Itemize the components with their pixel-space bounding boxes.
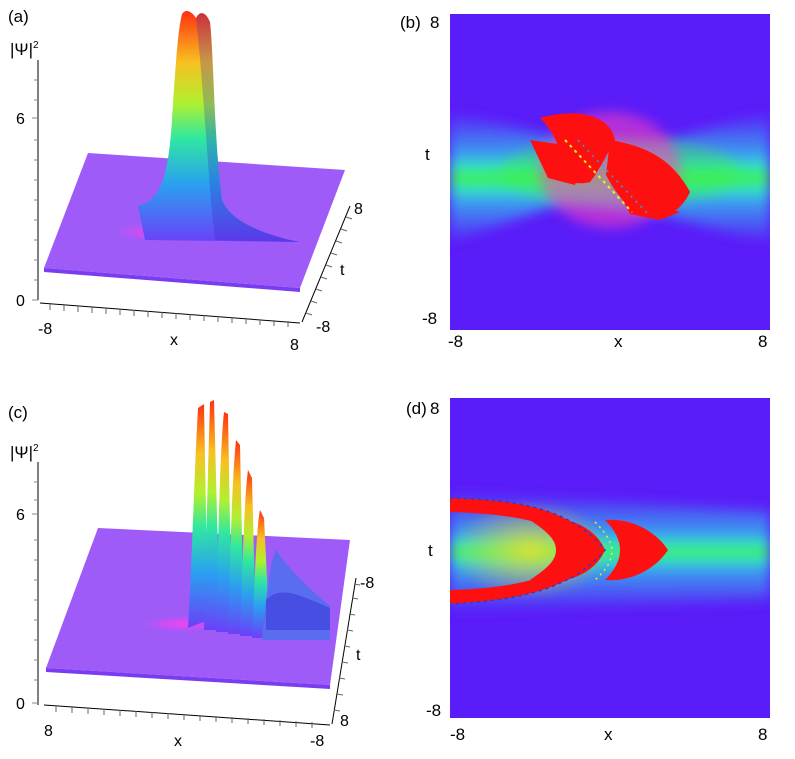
panel-a: (a) |Ψ|2 6 0 -8 x 8 (8, 7, 363, 354)
panel-a-ztick-0: 0 (16, 293, 25, 310)
panel-d-density-map (450, 398, 770, 718)
panel-c-ttick-bottom: 8 (340, 713, 349, 730)
panel-a-tlabel: t (340, 262, 345, 279)
panel-d-ytick-bottom: -8 (426, 701, 441, 720)
panel-a-plane-front (44, 268, 300, 292)
panel-c-ztick-0: 0 (16, 696, 25, 713)
panel-b-xtick-left: -8 (448, 332, 463, 351)
panel-c-plane-front (46, 668, 330, 689)
panel-d-xtick-right: 8 (758, 725, 767, 744)
panel-c-t-ticks (333, 583, 361, 712)
panel-a-xtick-right: 8 (290, 337, 299, 354)
panel-b-ylabel: t (425, 145, 430, 164)
panel-c-t-axis (331, 577, 357, 725)
panel-c-z-ticks (32, 481, 38, 704)
panel-c-ttick-top: -8 (360, 575, 374, 592)
panel-a-xlabel: x (170, 332, 178, 349)
panel-b-letter: (b) (400, 13, 421, 32)
panel-a-t-ticks (305, 216, 353, 316)
panel-b: (b) 8 t -8 -8 x 8 (400, 13, 770, 351)
panel-b-ytick-top: 8 (430, 13, 439, 32)
panel-c-xlabel: x (174, 733, 182, 750)
panel-c-xtick-right: -8 (310, 733, 324, 750)
panel-d-ylabel: t (428, 541, 433, 560)
panel-d-letter: (d) (406, 399, 427, 418)
panel-c-tlabel: t (356, 647, 361, 664)
panel-d-xtick-left: -8 (450, 725, 465, 744)
panel-c-ztick-6: 6 (16, 507, 25, 524)
panel-d-xlabel: x (604, 725, 613, 744)
panel-a-ztick-6: 6 (16, 111, 25, 128)
panel-b-density-map (450, 14, 770, 330)
panel-c: (c) |Ψ|2 6 0 (8, 400, 374, 750)
panel-b-xlabel: x (614, 332, 623, 351)
panel-a-t-axis (301, 205, 351, 323)
panel-c-zlabel: |Ψ|2 (10, 443, 39, 462)
panel-a-x-ticks (49, 304, 289, 327)
panel-c-x-ticks (55, 706, 313, 728)
panel-d: (d) 8 t -8 -8 x 8 (406, 398, 770, 744)
panel-c-letter: (c) (8, 403, 28, 422)
panel-c-xtick-left: 8 (44, 723, 53, 740)
panel-a-xtick-left: -8 (38, 321, 52, 338)
panel-b-xtick-right: 8 (758, 332, 767, 351)
panel-a-peak (138, 11, 300, 243)
panel-b-ytick-bottom: -8 (422, 309, 437, 328)
panel-a-letter: (a) (8, 7, 29, 26)
panel-c-peak (188, 400, 330, 640)
panel-d-ytick-top: 8 (430, 399, 439, 418)
panel-a-zlabel: |Ψ|2 (10, 40, 39, 59)
panel-a-x-axis (39, 302, 301, 324)
panel-a-z-ticks (32, 79, 38, 301)
panel-c-x-axis (43, 704, 331, 726)
panel-a-peak-shade (196, 13, 300, 242)
panel-a-ttick-bottom: -8 (316, 319, 330, 336)
panel-a-ttick-top: 8 (354, 201, 363, 218)
